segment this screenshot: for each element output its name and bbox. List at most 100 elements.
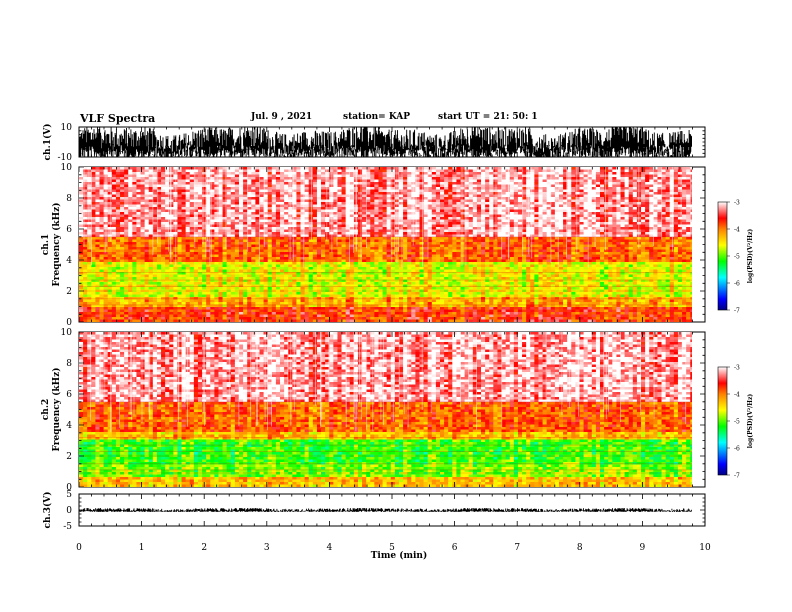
spectrogram-cell — [210, 262, 215, 265]
spectrogram-cell — [111, 204, 117, 208]
spectrogram-cell — [386, 207, 392, 210]
spectrogram-cell — [316, 192, 322, 195]
spectrogram-cell — [255, 187, 260, 190]
spectrogram-cell — [111, 209, 117, 213]
spectrogram-cell — [210, 309, 215, 313]
spectrogram-cell — [329, 282, 334, 285]
spectrogram-cell — [403, 197, 408, 200]
spectrogram-cell — [185, 234, 191, 238]
spectrogram-cell — [185, 209, 191, 213]
spectrogram-cell — [247, 224, 252, 228]
spectrogram-cell — [403, 294, 408, 298]
spectrogram-cell — [128, 224, 133, 228]
spectrogram-cell — [193, 304, 199, 308]
spectrogram-cell — [374, 242, 379, 245]
spectrogram-cell — [341, 172, 347, 175]
spectrogram-cell — [226, 294, 232, 298]
spectrogram-cell — [312, 267, 318, 270]
spectrogram-cell — [152, 224, 158, 228]
spectrogram-cell — [255, 182, 260, 185]
spectrogram-cell — [230, 239, 236, 243]
spectrogram-cell — [345, 262, 351, 265]
spectrogram-cell — [83, 292, 88, 295]
spectrogram-cell — [325, 197, 330, 200]
spectrogram-cell — [128, 297, 133, 300]
spectrogram-cell — [185, 179, 191, 183]
spectrogram-cell — [144, 289, 150, 293]
spectrogram-cell — [263, 229, 269, 233]
spectrogram-cell — [333, 259, 338, 263]
spectrogram-cell — [345, 239, 351, 243]
spectrogram-cell — [267, 194, 273, 198]
spectrogram-cell — [132, 269, 137, 273]
spectrogram-cell — [230, 259, 236, 263]
spectrogram-cell — [161, 264, 166, 268]
spectrogram-cell — [226, 244, 232, 248]
spectrogram-cell — [251, 184, 256, 188]
spectrogram-cell — [185, 249, 191, 253]
spectrogram-cell — [111, 279, 117, 283]
spectrogram-cell — [79, 174, 84, 178]
spectrogram-cell — [271, 232, 277, 235]
spectrogram-cell — [156, 249, 162, 253]
spectrogram-cell — [271, 294, 277, 298]
spectrogram-cell — [148, 267, 154, 270]
spectrogram-cell — [407, 189, 412, 193]
spectrogram-cell — [91, 207, 96, 210]
spectrogram-cell — [300, 317, 306, 320]
spectrogram-cell — [218, 249, 223, 253]
spectrogram-cell — [169, 252, 174, 255]
spectrogram-cell — [222, 199, 228, 203]
spectrogram-cell — [378, 212, 383, 215]
spectrogram-cell — [181, 167, 187, 170]
spectrogram-cell — [370, 274, 375, 278]
spectrogram-cell — [230, 254, 236, 258]
spectrogram-cell — [312, 239, 318, 243]
spectrogram-cell — [197, 319, 203, 322]
spectrogram-cell — [169, 294, 174, 298]
spectrogram-cell — [300, 297, 306, 300]
spectrogram-cell — [214, 252, 219, 255]
spectrogram-cell — [316, 252, 322, 255]
spectrogram-cell — [197, 292, 203, 295]
spectrogram-cell — [83, 237, 88, 240]
spectrogram-cell — [357, 172, 363, 175]
spectrogram-cell — [103, 199, 109, 203]
spectrogram-cell — [316, 214, 322, 218]
spectrogram-cell — [128, 197, 133, 200]
spectrogram-cell — [247, 247, 252, 250]
spectrogram-cell — [353, 267, 359, 270]
spectrogram-cell — [378, 272, 383, 275]
spectrogram-cell — [132, 297, 137, 300]
spectrogram-cell — [202, 204, 207, 208]
spectrogram-cell — [181, 217, 187, 220]
spectrogram-cell — [189, 227, 195, 230]
spectrogram-cell — [403, 207, 408, 210]
spectrogram-cell — [394, 317, 400, 320]
spectrogram-cell — [107, 269, 113, 273]
spectrogram-cell — [243, 267, 248, 270]
spectrogram-cell — [275, 224, 281, 228]
spectrogram-cell — [238, 282, 244, 285]
spectrogram-cell — [169, 254, 174, 258]
spectrogram-cell — [386, 257, 392, 260]
spectrogram-cell — [280, 237, 285, 240]
spectrogram-cell — [185, 284, 191, 288]
spectrogram-cell — [210, 199, 215, 203]
spectrogram-cell — [333, 234, 338, 238]
spectrogram-cell — [87, 314, 92, 318]
spectrogram-cell — [403, 312, 408, 315]
spectrogram-cell — [128, 207, 133, 210]
spectrogram-cell — [230, 219, 236, 223]
spectrogram-cell — [156, 197, 162, 200]
spectrogram-cell — [341, 202, 347, 205]
spectrogram-cell — [148, 209, 154, 213]
spectrogram-cell — [185, 312, 191, 315]
spectrogram-cell — [243, 232, 248, 235]
spectrogram-cell — [349, 312, 355, 315]
spectrogram-cell — [325, 232, 330, 235]
spectrogram-cell — [366, 179, 371, 183]
spectrogram-cell — [370, 172, 375, 175]
spectrogram-cell — [165, 277, 170, 280]
spectrogram-cell — [222, 284, 228, 288]
